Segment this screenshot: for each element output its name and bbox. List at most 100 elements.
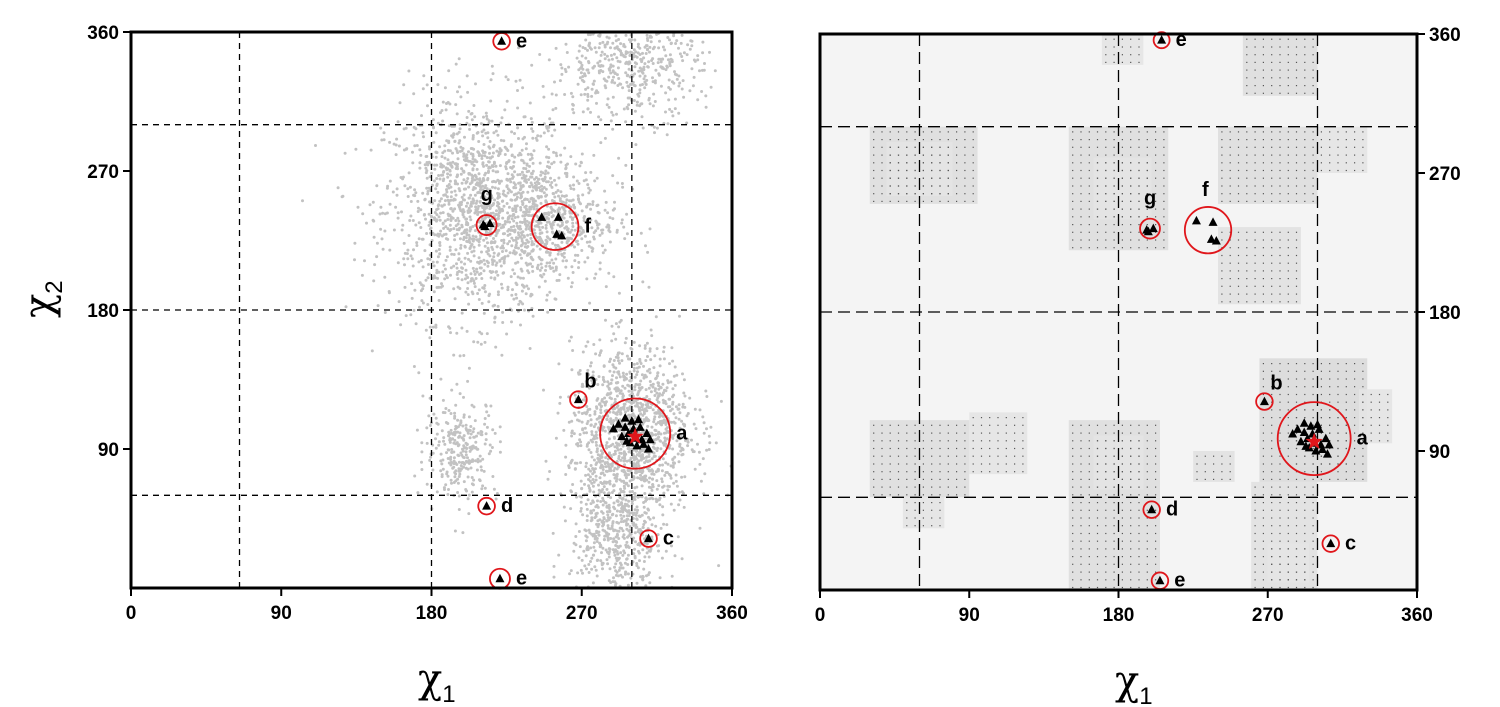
cloud-point (608, 216, 612, 220)
cloud-point (607, 58, 611, 62)
cloud-point (493, 198, 497, 202)
cloud-point (531, 314, 535, 318)
cloud-point (314, 144, 317, 147)
cloud-point (633, 388, 637, 392)
cloud-point (617, 568, 621, 572)
sample-dot (1146, 200, 1148, 202)
cloud-point (485, 117, 489, 121)
cloud-point (569, 489, 573, 493)
cloud-point (529, 117, 533, 121)
cloud-point (534, 187, 538, 191)
sample-dot (1096, 154, 1099, 156)
cloud-point (577, 197, 580, 201)
cloud-point (604, 444, 608, 447)
cloud-point (667, 86, 671, 89)
cloud-point (579, 479, 583, 483)
cloud-point (696, 98, 700, 102)
sample-dot (1221, 154, 1223, 156)
cloud-point (659, 84, 663, 88)
cloud-point (599, 64, 603, 67)
cloud-point (634, 50, 638, 54)
x-tick-label: 270 (566, 603, 598, 624)
cloud-point (483, 442, 487, 446)
cloud-point (607, 36, 611, 40)
cloud-point (452, 227, 456, 231)
sample-dot (931, 200, 933, 202)
cloud-point (478, 479, 482, 483)
cloud-point (523, 220, 526, 224)
cloud-point (642, 560, 646, 563)
cloud-point (634, 526, 638, 529)
cloud-point (583, 482, 586, 486)
cloud-point (586, 92, 590, 96)
density-cell (1218, 126, 1318, 204)
cloud-point (516, 106, 520, 110)
cloud-point (578, 225, 582, 229)
cloud-point (638, 344, 642, 348)
data-point (537, 212, 547, 221)
sample-dot (881, 169, 883, 172)
cloud-point (559, 63, 563, 67)
cloud-point (462, 465, 466, 469)
cloud-point (463, 462, 466, 466)
cloud-point (594, 474, 598, 478)
cloud-point (533, 177, 536, 181)
cloud-point (489, 156, 493, 160)
cloud-point (677, 46, 680, 50)
cloud-point (431, 276, 435, 280)
cloud-point (633, 492, 636, 496)
cloud-point (650, 425, 654, 429)
cloud-point (614, 337, 618, 341)
cloud-point (651, 408, 655, 412)
cloud-point (466, 379, 470, 383)
cloud-point (568, 199, 571, 203)
cloud-point (447, 433, 451, 437)
cloud-point (635, 422, 639, 426)
cloud-point (627, 546, 631, 549)
cloud-point (383, 275, 387, 279)
cloud-point (455, 165, 459, 169)
cloud-point (705, 395, 709, 398)
cloud-point (456, 453, 460, 457)
cloud-point (595, 436, 599, 440)
sample-dot (1254, 139, 1256, 141)
sample-dot (1262, 169, 1264, 172)
cloud-point (589, 170, 593, 174)
sample-dot (1229, 154, 1231, 156)
cloud-point (603, 136, 607, 140)
cloud-point (623, 551, 627, 555)
cloud-point (432, 216, 436, 220)
cloud-point (465, 153, 469, 157)
cloud-point (667, 446, 671, 450)
cloud-point (424, 328, 428, 332)
cloud-point (714, 441, 718, 445)
cloud-point (435, 213, 439, 217)
cloud-point (585, 507, 589, 511)
cloud-point (509, 144, 513, 148)
cloud-point (461, 424, 465, 428)
cloud-point (629, 456, 633, 460)
cloud-point (442, 177, 446, 181)
cloud-point (423, 198, 427, 202)
cloud-point (402, 127, 406, 131)
cloud-point (502, 204, 506, 208)
cloud-point (528, 252, 532, 256)
cloud-point (599, 349, 603, 353)
cloud-point (610, 324, 614, 328)
cloud-point (415, 244, 419, 247)
cloud-point (571, 102, 575, 106)
sample-dot (1246, 193, 1248, 195)
cloud-point (516, 275, 520, 279)
cloud-point (469, 466, 473, 470)
cloud-point (368, 203, 372, 207)
cloud-point (619, 573, 623, 577)
cloud-point (444, 407, 448, 410)
cloud-point (603, 501, 607, 504)
cloud-point (686, 438, 690, 441)
cloud-point (466, 456, 469, 460)
cloud-point (692, 58, 696, 62)
cloud-point (488, 188, 492, 192)
cloud-point (470, 490, 474, 494)
cloud-point (589, 519, 593, 523)
cloud-point (495, 209, 498, 213)
